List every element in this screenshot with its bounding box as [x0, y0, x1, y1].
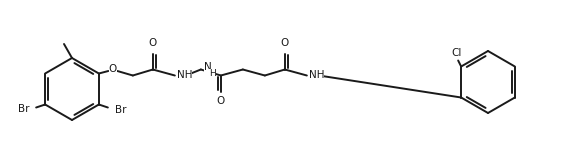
Text: Br: Br — [115, 105, 127, 114]
Text: O: O — [109, 65, 117, 75]
Text: O: O — [281, 38, 289, 49]
Text: O: O — [149, 38, 157, 49]
Text: Br: Br — [18, 105, 29, 114]
Text: NH: NH — [309, 70, 324, 81]
Text: N: N — [204, 62, 211, 73]
Text: Cl: Cl — [451, 49, 461, 59]
Text: O: O — [217, 97, 225, 106]
Text: H: H — [209, 69, 215, 78]
Text: NH: NH — [177, 70, 193, 81]
